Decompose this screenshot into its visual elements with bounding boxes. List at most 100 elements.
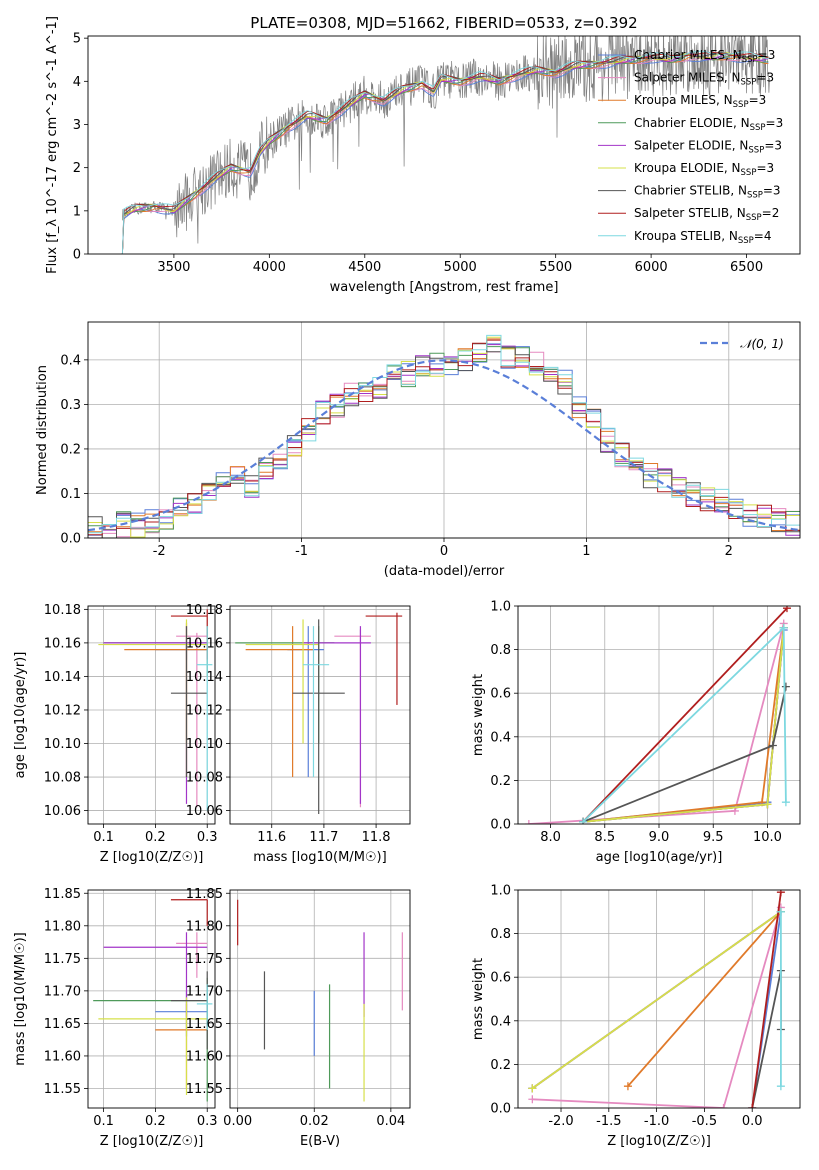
y-tick-label: 1.0 <box>490 884 511 899</box>
y-tick-label: 11.75 <box>44 952 81 967</box>
x-tick-label: -1 <box>295 544 308 559</box>
y-tick-label: 11.60 <box>186 1049 223 1064</box>
y-axis-label: age [log10(age/yr)] <box>13 652 28 779</box>
y-tick-label: 11.80 <box>44 919 81 934</box>
x-tick-label: 5000 <box>444 260 477 275</box>
axes-frame <box>87 889 216 1109</box>
model-spectrum-line <box>121 50 769 254</box>
legend-label: Salpeter MILES, NSSP=3 <box>634 71 774 88</box>
mass-weight-line <box>531 911 782 1090</box>
axes-frame <box>517 889 801 1109</box>
mass-weight-marker <box>782 606 791 613</box>
y-tick-label: 11.70 <box>44 984 81 999</box>
axes-frame <box>517 605 801 825</box>
y-tick-label: 11.85 <box>44 887 81 902</box>
x-tick-label: 2 <box>725 544 733 559</box>
residual-histogram-step <box>88 334 800 534</box>
y-tick-label: 11.75 <box>186 952 223 967</box>
mass-weight-line <box>751 892 782 1108</box>
plot-area <box>88 334 800 538</box>
y-axis-label: mass weight <box>471 958 486 1040</box>
x-tick-label: 0.3 <box>197 1114 218 1129</box>
y-tick-label: 10.08 <box>186 771 223 786</box>
y-tick-label: 11.65 <box>186 1017 223 1032</box>
y-axis-label: mass weight <box>471 674 486 756</box>
y-tick-label: 4 <box>73 75 81 90</box>
y-tick-label: 10.10 <box>186 737 223 752</box>
ticks: 0.1 0.2 0.3 10.06 10.08 10.10 10.12 10.14 10.16 1… <box>44 603 218 845</box>
plot-area <box>237 899 403 1102</box>
x-tick-label: 0.0 <box>742 1114 763 1129</box>
y-tick-label: 1 <box>73 204 81 219</box>
y-tick-label: 11.85 <box>186 887 223 902</box>
legend-subscript: SSP <box>750 123 766 133</box>
legend-subscript: SSP <box>742 55 758 65</box>
legend-suffix: =4 <box>754 229 772 243</box>
legend-suffix: =3 <box>764 138 782 152</box>
mass-weight-marker <box>781 798 790 807</box>
mass-weight-marker <box>719 1104 728 1108</box>
model-spectrum-line <box>121 52 769 254</box>
x-axis-label: wavelength [Angstrom, rest frame] <box>330 280 559 295</box>
y-tick-label: 0.0 <box>490 818 511 833</box>
legend-label: Salpeter ELODIE, NSSP=3 <box>634 138 782 155</box>
x-axis-label: Z [log10(Z/Z☉)] <box>607 1134 711 1149</box>
ticks: 0.00 0.02 0.04 11.55 11.60 11.65 11.70 11.75 11.… <box>186 887 406 1129</box>
mass-weight-vs-z-panel: -2.0 -1.5 -1.0 -0.5 0.0 0.0 0.2 0.4 0.6 0.8 1.0 Z [… <box>471 884 801 1149</box>
x-tick-label: 0.1 <box>93 830 114 845</box>
legend-subscript: SSP <box>733 100 749 110</box>
gaussian-reference-curve <box>88 359 800 532</box>
legend-label: Kroupa STELIB, NSSP=4 <box>634 229 772 246</box>
legend-suffix: =3 <box>749 93 767 107</box>
plot-area <box>528 890 785 1108</box>
x-tick-label: 0.04 <box>376 1114 405 1129</box>
y-tick-label: 0.8 <box>490 927 511 942</box>
mass-weight-line <box>582 625 787 823</box>
ticks: 0.1 0.2 0.3 11.55 11.60 11.65 11.70 11.75 11.80 1… <box>44 887 218 1129</box>
x-tick-label: 8.5 <box>594 830 615 845</box>
y-tick-label: 11.55 <box>186 1082 223 1097</box>
x-tick-label: 11.7 <box>309 830 338 845</box>
x-tick-label: 0 <box>440 544 448 559</box>
x-tick-label: 0.2 <box>145 830 166 845</box>
y-tick-label: 11.60 <box>44 1049 81 1064</box>
x-tick-label: 4000 <box>253 260 286 275</box>
y-tick-label: 10.08 <box>44 771 81 786</box>
y-axis-label: mass [log10(M/M☉)] <box>13 932 28 1065</box>
mass-vs-ebv-panel: 0.00 0.02 0.04 11.55 11.60 11.65 11.70 11.75 11.… <box>186 887 411 1149</box>
model-spectrum-line <box>121 52 769 254</box>
mass-weight-marker <box>776 890 785 897</box>
y-tick-label: 0.2 <box>490 774 511 789</box>
mass-weight-marker <box>781 682 790 691</box>
x-tick-label: 0.2 <box>145 1114 166 1129</box>
y-tick-label: 10.14 <box>44 670 81 685</box>
y-tick-label: 0.4 <box>60 353 81 368</box>
y-tick-label: 0.3 <box>60 398 81 413</box>
legend-suffix: =3 <box>763 184 781 198</box>
y-tick-label: 0 <box>73 248 81 263</box>
legend-subscript: SSP <box>741 78 757 88</box>
y-tick-label: 10.18 <box>186 603 223 618</box>
x-tick-label: -2 <box>153 544 166 559</box>
plot-area <box>524 606 791 824</box>
y-tick-label: 2 <box>73 161 81 176</box>
y-tick-label: 10.16 <box>44 636 81 651</box>
x-tick-label: 6000 <box>635 260 668 275</box>
legend-subscript: SSP <box>746 213 762 223</box>
x-tick-label: 9.5 <box>703 830 724 845</box>
x-tick-label: 0.3 <box>197 830 218 845</box>
legend-subscript: SSP <box>748 145 764 155</box>
mass-weight-marker <box>524 820 533 824</box>
legend-suffix: =3 <box>766 116 784 130</box>
residual-histogram-panel: -2 -1 0 1 2 0.0 0.1 0.2 0.3 0.4 (data-model)/error… <box>35 321 801 579</box>
y-tick-label: 10.12 <box>186 703 223 718</box>
mass-weight-line <box>627 911 782 1087</box>
y-tick-label: 10.06 <box>186 804 223 819</box>
x-tick-label: -2.0 <box>548 1114 573 1129</box>
legend-suffix: =3 <box>758 48 776 62</box>
y-axis-label: Flux [f_λ 10^-17 erg cm^-2 s^-1 A^-1] <box>45 16 60 274</box>
age-vs-mass-panel: 11.6 11.7 11.8 10.06 10.08 10.10 10.12 10.14 10.… <box>186 603 411 865</box>
legend-label: Kroupa MILES, NSSP=3 <box>634 93 766 110</box>
mass-weight-line <box>528 623 785 824</box>
